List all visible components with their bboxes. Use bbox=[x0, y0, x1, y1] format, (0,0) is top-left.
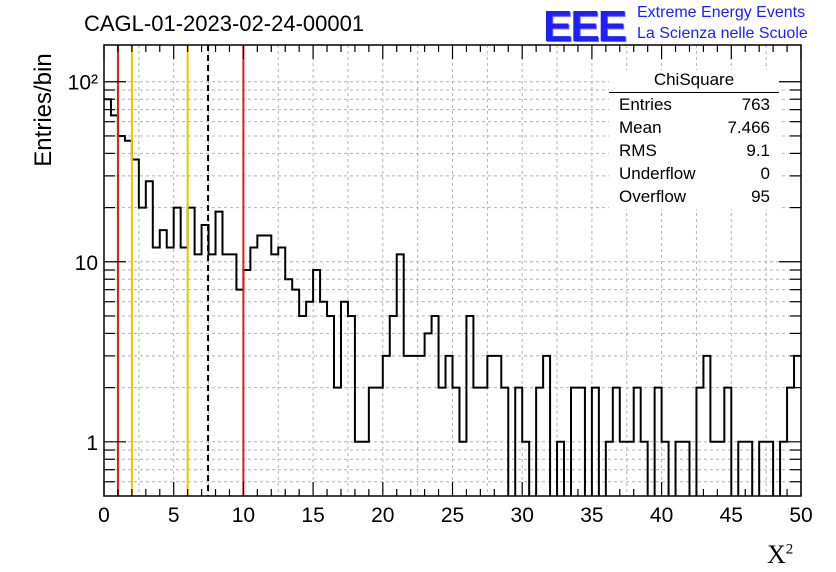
x-tick-label: 10 bbox=[232, 504, 255, 527]
stats-label: RMS bbox=[619, 141, 657, 160]
x-tick-label: 35 bbox=[580, 504, 603, 527]
x-axis-label-base: X bbox=[767, 540, 786, 569]
stats-value: 95 bbox=[751, 187, 770, 206]
eee-logo: EEE bbox=[543, 2, 627, 51]
y-tick-label: 10 bbox=[75, 252, 98, 275]
stats-row-entries: Entries 763 bbox=[609, 94, 779, 117]
stats-label: Mean bbox=[619, 118, 662, 137]
x-tick-label: 0 bbox=[98, 504, 110, 527]
x-tick-label: 5 bbox=[168, 504, 180, 527]
y-tick-label: 10² bbox=[68, 72, 98, 95]
stats-value: 7.466 bbox=[727, 118, 770, 137]
histogram-title: CAGL-01-2023-02-24-00001 bbox=[84, 11, 365, 36]
x-tick-label: 40 bbox=[650, 504, 673, 527]
stats-row-mean: Mean 7.466 bbox=[609, 117, 779, 140]
histogram-steps bbox=[104, 98, 801, 496]
x-tick-label: 15 bbox=[301, 504, 324, 527]
x-tick-label: 45 bbox=[720, 504, 743, 527]
eee-logo-line1: Extreme Energy Events bbox=[637, 4, 806, 21]
x-tick-label: 20 bbox=[371, 504, 394, 527]
x-tick-label: 25 bbox=[441, 504, 464, 527]
eee-logo-line2: La Scienza nelle Scuole bbox=[637, 25, 808, 42]
stats-value: 9.1 bbox=[746, 141, 770, 160]
stats-label: Entries bbox=[619, 95, 672, 114]
stats-box: ChiSquare Entries 763 Mean 7.466 RMS 9.1 Un… bbox=[609, 70, 779, 209]
x-tick-label: 50 bbox=[789, 504, 812, 527]
x-tick-label: 30 bbox=[511, 504, 534, 527]
stats-row-overflow: Overflow 95 bbox=[609, 186, 779, 209]
stats-title: ChiSquare bbox=[609, 70, 779, 93]
y-tick-label: 1 bbox=[86, 432, 98, 455]
stats-label: Overflow bbox=[619, 187, 687, 206]
y-axis-label: Entries/bin bbox=[30, 53, 57, 167]
x-axis-label: X2 bbox=[767, 540, 793, 570]
x-axis-label-superscript: 2 bbox=[785, 541, 794, 558]
stats-value: 763 bbox=[741, 95, 770, 114]
stats-row-rms: RMS 9.1 bbox=[609, 140, 779, 163]
stats-label: Underflow bbox=[619, 164, 696, 183]
stats-value: 0 bbox=[760, 164, 770, 183]
stats-row-underflow: Underflow 0 bbox=[609, 163, 779, 186]
